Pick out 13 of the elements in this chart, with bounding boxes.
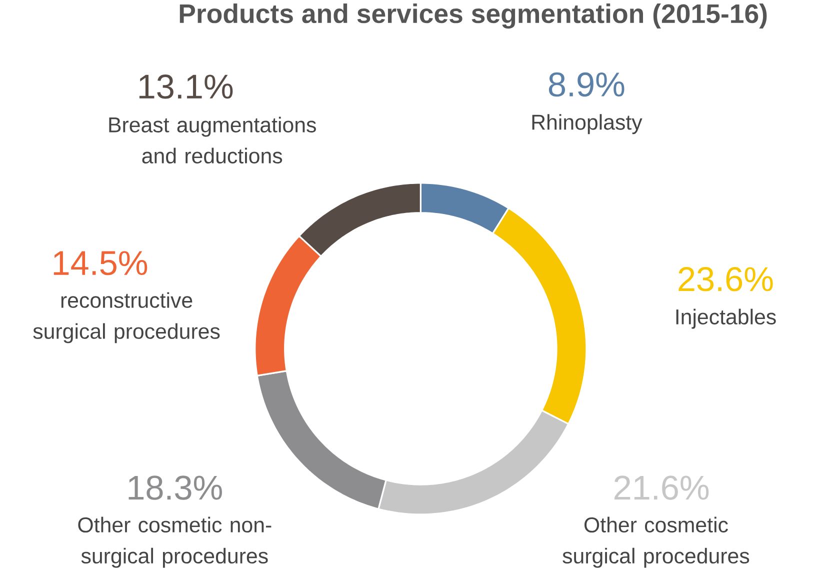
data-label: 18.3% bbox=[128, 475, 222, 500]
data-label: 23.6% bbox=[678, 266, 773, 292]
slice-label: Injectables bbox=[676, 308, 776, 329]
slice-label: Other cosmetic surgical procedures bbox=[562, 516, 750, 568]
data-label: 13.1% bbox=[139, 74, 233, 99]
data-label: 8.9% bbox=[548, 72, 624, 96]
slice-label: Breast augmentations and reductions bbox=[109, 116, 316, 164]
slice-label: Other cosmetic non-surgical procedures bbox=[78, 516, 272, 568]
data-label: 14.5% bbox=[54, 250, 148, 276]
chart-title: Products and services segmentation (2015-16) bbox=[180, 3, 767, 28]
slice-label: reconstructive surgical procedures bbox=[33, 292, 220, 344]
slice-label: Rhinoplasty bbox=[532, 114, 642, 134]
data-label: 21.6% bbox=[614, 475, 709, 500]
